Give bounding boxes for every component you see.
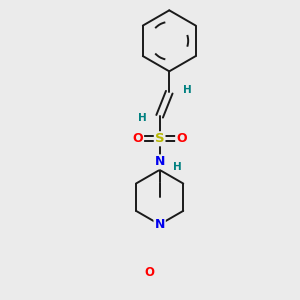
Text: N: N — [154, 155, 165, 168]
Text: O: O — [176, 132, 187, 145]
Text: H: H — [138, 113, 146, 123]
Text: H: H — [173, 162, 182, 172]
Text: O: O — [133, 132, 143, 145]
Text: H: H — [183, 85, 191, 94]
Text: S: S — [155, 132, 164, 145]
Text: O: O — [144, 266, 154, 279]
Text: N: N — [154, 218, 165, 231]
